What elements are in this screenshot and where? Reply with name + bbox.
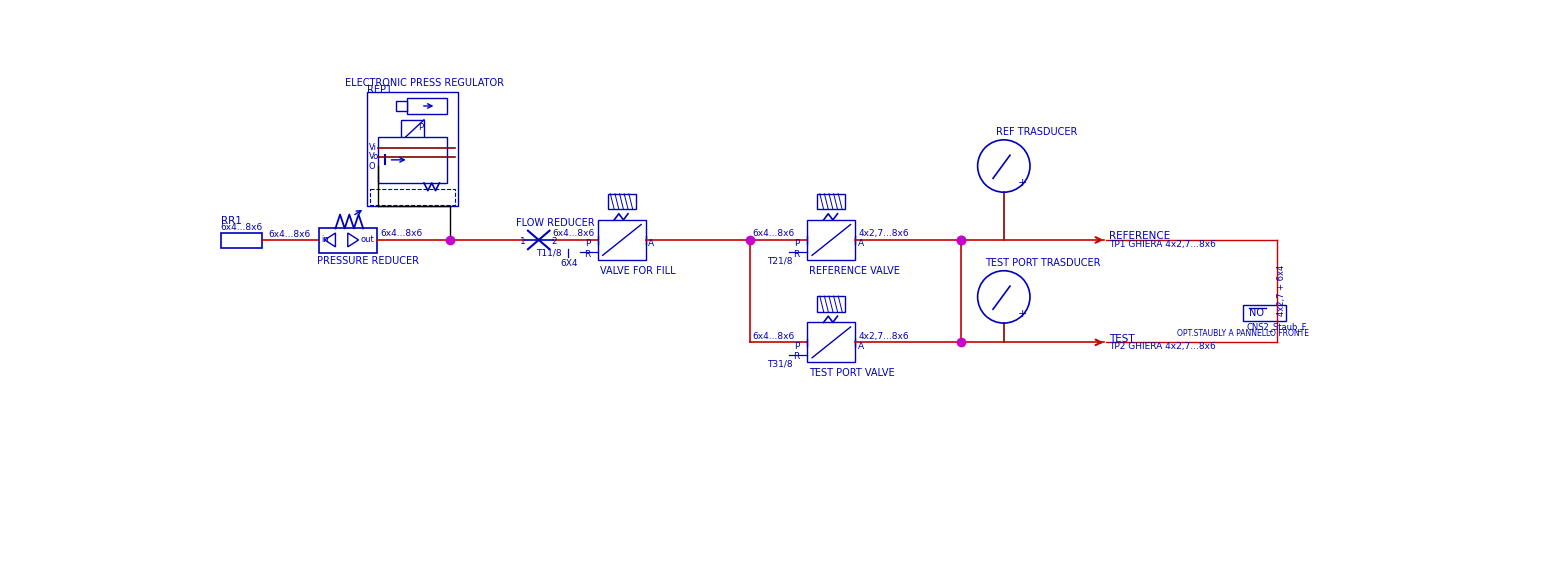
Text: RR1: RR1 xyxy=(220,216,242,226)
Text: +: + xyxy=(1018,309,1028,319)
Text: 4x2,7 + 6x4: 4x2,7 + 6x4 xyxy=(1278,265,1286,316)
Text: in: in xyxy=(320,235,328,244)
Text: +: + xyxy=(1018,178,1028,188)
Text: R: R xyxy=(793,352,800,361)
Text: TEST: TEST xyxy=(1109,334,1136,343)
Text: PRESSURE REDUCER: PRESSURE REDUCER xyxy=(317,256,419,266)
Text: REF TRASDUCER: REF TRASDUCER xyxy=(997,127,1078,137)
Bar xyxy=(370,189,455,205)
Bar xyxy=(319,228,376,253)
Bar xyxy=(817,296,845,312)
Text: P: P xyxy=(419,123,423,132)
Text: P: P xyxy=(795,239,800,248)
Text: TP1 GHIERA 4x2,7...8x6: TP1 GHIERA 4x2,7...8x6 xyxy=(1109,240,1217,249)
Text: REP1: REP1 xyxy=(367,85,392,95)
Bar xyxy=(1242,305,1286,321)
Bar xyxy=(808,323,856,362)
Text: R: R xyxy=(584,250,590,259)
Text: OPT.STAUBLY A PANNELLO FRONTE: OPT.STAUBLY A PANNELLO FRONTE xyxy=(1178,329,1309,338)
Text: 1: 1 xyxy=(520,237,526,246)
Text: TEST PORT VALVE: TEST PORT VALVE xyxy=(809,368,895,378)
Text: A: A xyxy=(858,342,864,351)
Text: 6x4...8x6: 6x4...8x6 xyxy=(380,229,422,238)
Text: O: O xyxy=(369,162,375,171)
Text: Vo: Vo xyxy=(369,152,380,161)
Bar xyxy=(220,233,262,248)
Bar xyxy=(608,194,636,209)
Text: 6x4...8x6: 6x4...8x6 xyxy=(751,229,793,238)
Text: P: P xyxy=(584,239,590,248)
Text: P: P xyxy=(795,342,800,351)
Text: T21/8: T21/8 xyxy=(767,257,793,266)
Text: Vi: Vi xyxy=(369,143,376,152)
Text: out: out xyxy=(361,235,373,244)
Text: 2: 2 xyxy=(551,237,556,246)
Text: REFERENCE: REFERENCE xyxy=(1109,231,1170,241)
Text: TP2 GHIERA 4x2,7...8x6: TP2 GHIERA 4x2,7...8x6 xyxy=(1109,343,1217,351)
Text: A: A xyxy=(858,239,864,248)
Bar xyxy=(408,98,447,114)
Bar xyxy=(378,137,447,183)
Text: FLOW REDUCER: FLOW REDUCER xyxy=(515,218,594,228)
Bar xyxy=(808,220,856,260)
Text: 4x2,7...8x6: 4x2,7...8x6 xyxy=(858,229,909,238)
Text: R: R xyxy=(793,250,800,259)
Text: TEST PORT TRASDUCER: TEST PORT TRASDUCER xyxy=(984,258,1100,268)
Bar xyxy=(401,120,423,141)
Text: T11/8: T11/8 xyxy=(536,248,561,258)
Text: 6x4...8x6: 6x4...8x6 xyxy=(269,230,311,239)
Bar xyxy=(598,220,645,260)
Text: REFERENCE VALVE: REFERENCE VALVE xyxy=(809,266,900,276)
Text: CNS2_Staub_F: CNS2_Staub_F xyxy=(1246,323,1307,331)
Text: 4x2,7...8x6: 4x2,7...8x6 xyxy=(858,332,909,341)
Text: 6X4: 6X4 xyxy=(561,259,578,267)
Text: ELECTRONIC PRESS REGULATOR: ELECTRONIC PRESS REGULATOR xyxy=(345,78,505,88)
Text: 6x4...8x6: 6x4...8x6 xyxy=(751,332,793,341)
Bar xyxy=(397,101,408,110)
Bar xyxy=(367,92,458,206)
Text: T31/8: T31/8 xyxy=(767,359,793,369)
Bar xyxy=(817,194,845,209)
Text: 6x4...8x6: 6x4...8x6 xyxy=(220,223,262,232)
Text: NO̅: NO̅ xyxy=(1248,308,1264,318)
Text: A: A xyxy=(648,239,654,248)
Text: VALVE FOR FILL: VALVE FOR FILL xyxy=(600,266,675,276)
Text: 6x4...8x6: 6x4...8x6 xyxy=(553,228,595,237)
